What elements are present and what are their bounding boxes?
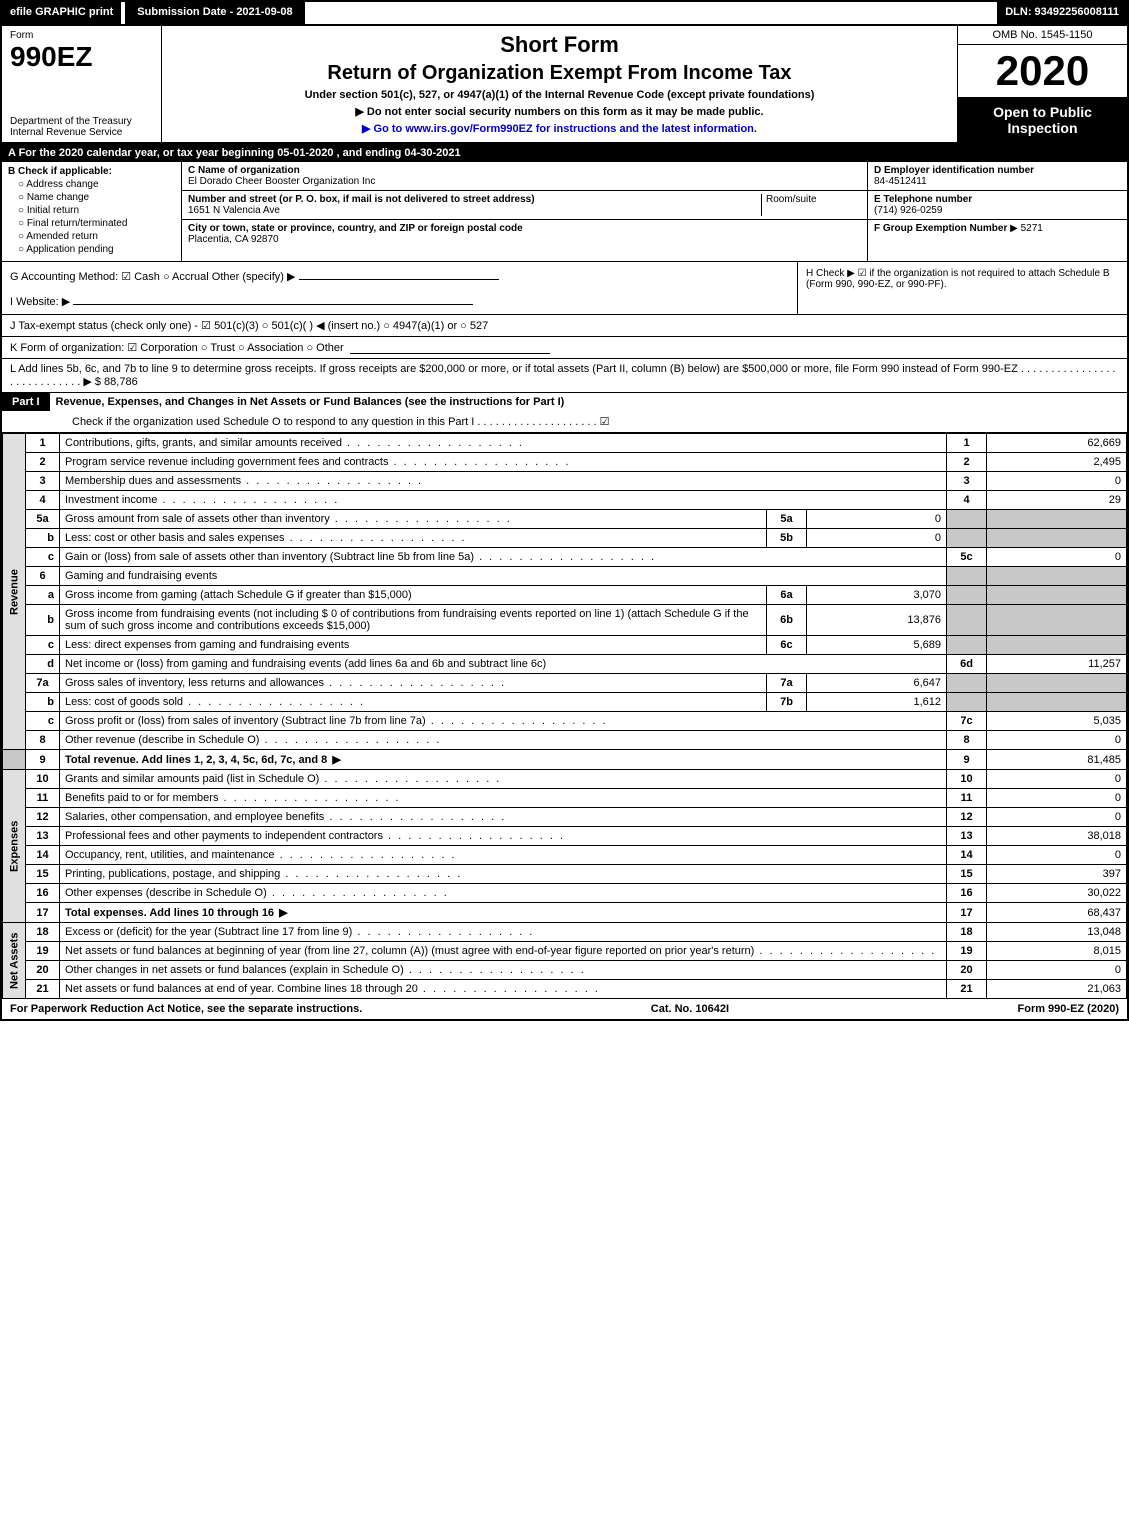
line-11: 11 Benefits paid to or for members 11 0 — [3, 789, 1127, 808]
line-7b: b Less: cost of goods sold 7b 1,612 — [3, 693, 1127, 712]
line-5a: 5a Gross amount from sale of assets othe… — [3, 510, 1127, 529]
box-b-title: B Check if applicable: — [8, 166, 112, 177]
street-address: 1651 N Valencia Ave — [188, 205, 280, 216]
line-6c: c Less: direct expenses from gaming and … — [3, 636, 1127, 655]
efile-print-label[interactable]: efile GRAPHIC print — [2, 2, 121, 24]
check-address-change[interactable]: Address change — [18, 179, 175, 190]
phone-value: (714) 926-0259 — [874, 205, 942, 216]
row-j: J Tax-exempt status (check only one) - ☑… — [2, 315, 1127, 337]
street-label: Number and street (or P. O. box, if mail… — [188, 194, 535, 205]
line-3: 3 Membership dues and assessments 3 0 — [3, 472, 1127, 491]
line-1: Revenue 1 Contributions, gifts, grants, … — [3, 434, 1127, 453]
tax-year-line: A For the 2020 calendar year, or tax yea… — [2, 144, 1127, 162]
form-number: 990EZ — [10, 41, 153, 73]
line-6b: b Gross income from fundraising events (… — [3, 605, 1127, 636]
irs-link[interactable]: ▶ Go to www.irs.gov/Form990EZ for instru… — [172, 122, 947, 135]
part-i-tag: Part I — [2, 393, 50, 411]
line-16: 16 Other expenses (describe in Schedule … — [3, 884, 1127, 903]
line-19: 19 Net assets or fund balances at beginn… — [3, 942, 1127, 961]
group-exemption-label: F Group Exemption Number — [874, 223, 1007, 234]
line-6: 6 Gaming and fundraising events — [3, 567, 1127, 586]
line-12: 12 Salaries, other compensation, and emp… — [3, 808, 1127, 827]
group-exemption-value: ▶ 5271 — [1010, 223, 1043, 234]
form-label: Form — [10, 30, 153, 41]
phone-label: E Telephone number — [874, 194, 972, 205]
form-version: Form 990-EZ (2020) — [1018, 1003, 1119, 1015]
submission-date: Submission Date - 2021-09-08 — [121, 2, 304, 24]
accounting-method-options[interactable]: ☑ Cash ○ Accrual Other (specify) ▶ — [121, 271, 295, 283]
ssn-warning: ▶ Do not enter social security numbers o… — [172, 105, 947, 118]
line-17: 17 Total expenses. Add lines 10 through … — [3, 903, 1127, 923]
revenue-sidelabel: Revenue — [3, 434, 26, 750]
line-9: 9 Total revenue. Add lines 1, 2, 3, 4, 5… — [3, 750, 1127, 770]
short-form-title: Short Form — [172, 32, 947, 58]
catalog-number: Cat. No. 10642I — [651, 1003, 729, 1015]
check-name-change[interactable]: Name change — [18, 192, 175, 203]
tax-year: 2020 — [958, 45, 1127, 98]
part-i-title: Revenue, Expenses, and Changes in Net As… — [50, 393, 1127, 411]
org-name-label: C Name of organization — [188, 165, 300, 176]
row-g-h: G Accounting Method: ☑ Cash ○ Accrual Ot… — [2, 262, 1127, 315]
check-application-pending[interactable]: Application pending — [18, 244, 175, 255]
paperwork-notice: For Paperwork Reduction Act Notice, see … — [10, 1003, 362, 1015]
accounting-method-label: G Accounting Method: — [10, 271, 118, 283]
form-header: Form 990EZ Department of the Treasury In… — [2, 26, 1127, 144]
page-footer: For Paperwork Reduction Act Notice, see … — [2, 999, 1127, 1019]
under-section-text: Under section 501(c), 527, or 4947(a)(1)… — [172, 89, 947, 101]
lines-table: Revenue 1 Contributions, gifts, grants, … — [2, 433, 1127, 999]
org-name: El Dorado Cheer Booster Organization Inc — [188, 176, 375, 187]
check-amended-return[interactable]: Amended return — [18, 231, 175, 242]
line-6d: d Net income or (loss) from gaming and f… — [3, 655, 1127, 674]
schedule-b-check[interactable]: H Check ▶ ☑ if the organization is not r… — [806, 268, 1110, 290]
row-l: L Add lines 5b, 6c, and 7b to line 9 to … — [2, 359, 1127, 393]
line-20: 20 Other changes in net assets or fund b… — [3, 961, 1127, 980]
open-inspection-label: Open to Public Inspection — [958, 98, 1127, 142]
topbar: efile GRAPHIC print Submission Date - 20… — [2, 2, 1127, 26]
form-of-organization[interactable]: K Form of organization: ☑ Corporation ○ … — [10, 341, 344, 354]
website-label: I Website: ▶ — [10, 296, 70, 308]
line-21: 21 Net assets or fund balances at end of… — [3, 980, 1127, 999]
line-14: 14 Occupancy, rent, utilities, and maint… — [3, 846, 1127, 865]
city-label: City or town, state or province, country… — [188, 223, 523, 234]
line-5c: c Gain or (loss) from sale of assets oth… — [3, 548, 1127, 567]
line-4: 4 Investment income 4 29 — [3, 491, 1127, 510]
line-8: 8 Other revenue (describe in Schedule O)… — [3, 731, 1127, 750]
row-k: K Form of organization: ☑ Corporation ○ … — [2, 337, 1127, 359]
ein-label: D Employer identification number — [874, 165, 1034, 176]
return-title: Return of Organization Exempt From Incom… — [172, 62, 947, 85]
gross-receipts-text: L Add lines 5b, 6c, and 7b to line 9 to … — [10, 363, 1119, 388]
department-label: Department of the Treasury Internal Reve… — [10, 116, 153, 138]
line-15: 15 Printing, publications, postage, and … — [3, 865, 1127, 884]
city-state-zip: Placentia, CA 92870 — [188, 234, 279, 245]
line-7a: 7a Gross sales of inventory, less return… — [3, 674, 1127, 693]
line-18: Net Assets 18 Excess or (deficit) for th… — [3, 923, 1127, 942]
line-6a: a Gross income from gaming (attach Sched… — [3, 586, 1127, 605]
tax-exempt-status[interactable]: J Tax-exempt status (check only one) - ☑… — [10, 319, 488, 332]
box-b: B Check if applicable: Address change Na… — [2, 162, 182, 261]
line-5b: b Less: cost or other basis and sales ex… — [3, 529, 1127, 548]
schedule-o-check[interactable]: Check if the organization used Schedule … — [72, 415, 610, 428]
dln-label: DLN: 93492256008111 — [997, 2, 1127, 24]
check-final-return[interactable]: Final return/terminated — [18, 218, 175, 229]
line-10: Expenses 10 Grants and similar amounts p… — [3, 770, 1127, 789]
line-7c: c Gross profit or (loss) from sales of i… — [3, 712, 1127, 731]
net-assets-sidelabel: Net Assets — [3, 923, 26, 999]
ein-value: 84-4512411 — [874, 176, 927, 187]
part-i-check-line: Check if the organization used Schedule … — [2, 411, 1127, 433]
omb-number: OMB No. 1545-1150 — [958, 26, 1127, 45]
part-i-bar: Part I Revenue, Expenses, and Changes in… — [2, 393, 1127, 411]
room-suite-label: Room/suite — [766, 194, 817, 205]
check-initial-return[interactable]: Initial return — [18, 205, 175, 216]
line-13: 13 Professional fees and other payments … — [3, 827, 1127, 846]
entity-block: B Check if applicable: Address change Na… — [2, 162, 1127, 262]
line-2: 2 Program service revenue including gove… — [3, 453, 1127, 472]
expenses-sidelabel: Expenses — [3, 770, 26, 923]
